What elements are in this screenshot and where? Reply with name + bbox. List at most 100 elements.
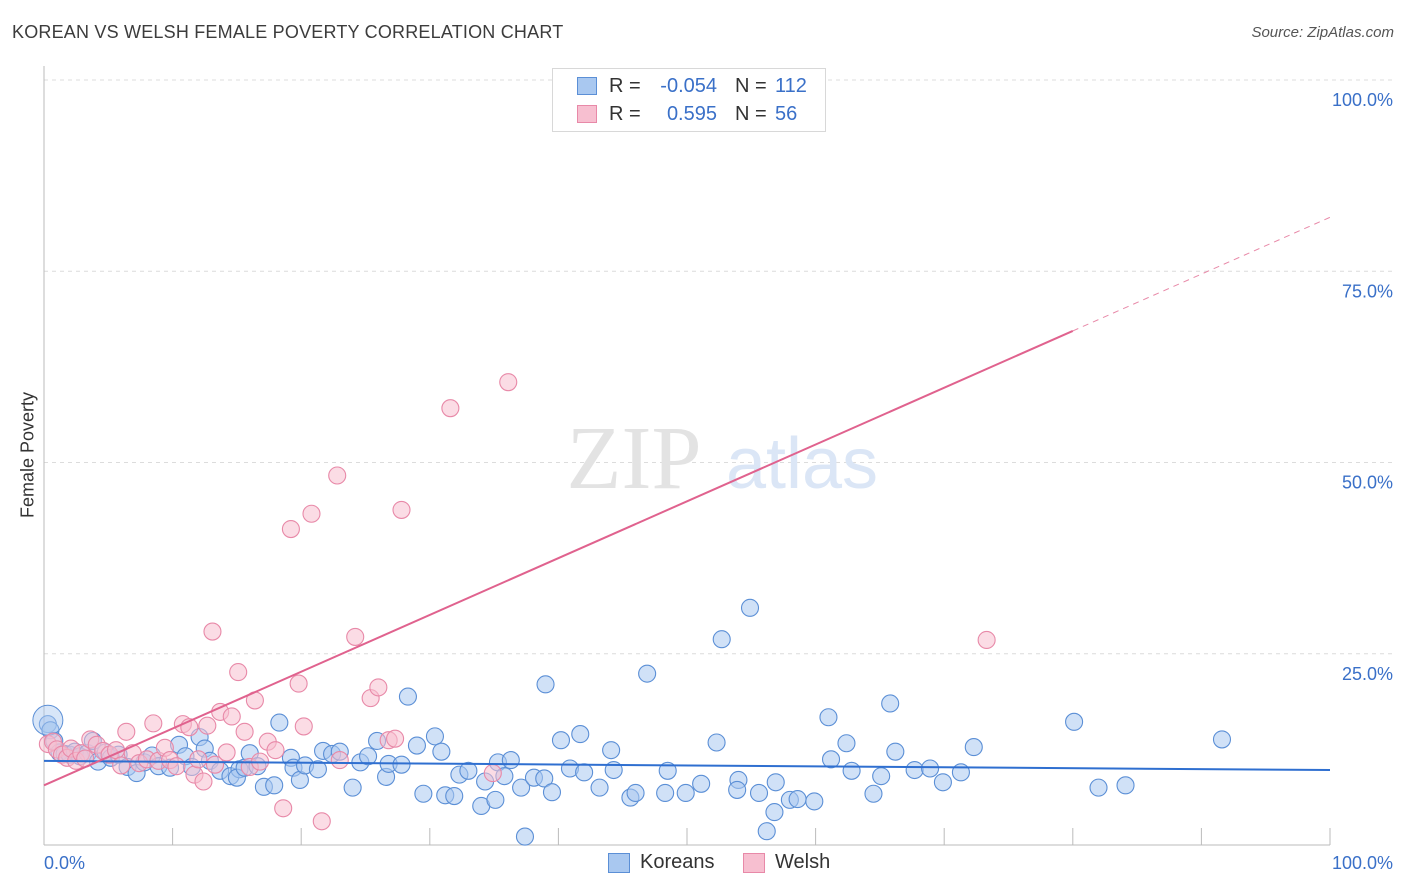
data-point bbox=[676, 783, 695, 803]
data-point bbox=[359, 747, 378, 766]
data-point bbox=[658, 761, 677, 780]
y-tick-label: 75.0% bbox=[1342, 281, 1393, 301]
data-point bbox=[308, 760, 327, 779]
watermark-atlas: atlas bbox=[726, 424, 878, 504]
trend-lines bbox=[43, 216, 1331, 787]
data-point bbox=[189, 750, 208, 769]
legend-item-welsh[interactable]: Welsh bbox=[743, 851, 830, 874]
data-point bbox=[821, 750, 841, 769]
legend-n-label: N = bbox=[735, 102, 767, 125]
data-point bbox=[167, 757, 186, 776]
data-point bbox=[921, 759, 940, 778]
data-point bbox=[117, 722, 136, 741]
x-tick-label: 100.0% bbox=[1332, 853, 1393, 873]
data-point bbox=[392, 500, 411, 519]
grid-lines bbox=[44, 79, 1394, 655]
data-point bbox=[294, 717, 313, 736]
trend-line-welsh-extension bbox=[1072, 216, 1331, 332]
watermark-zip: ZIP bbox=[567, 409, 702, 508]
data-point bbox=[590, 778, 609, 797]
data-point bbox=[1116, 776, 1135, 795]
data-point bbox=[407, 736, 426, 755]
data-point bbox=[32, 704, 64, 736]
x-tick-label: 0.0% bbox=[44, 853, 85, 873]
data-point bbox=[864, 784, 883, 803]
series-koreans bbox=[32, 598, 1232, 846]
y-tick-label: 25.0% bbox=[1342, 664, 1393, 684]
data-point bbox=[343, 778, 362, 797]
data-point bbox=[369, 678, 388, 697]
data-point bbox=[535, 769, 554, 788]
legend-row-welsh: R = 0.595 N = 56 bbox=[577, 101, 797, 127]
data-point bbox=[837, 734, 856, 753]
data-point bbox=[205, 755, 225, 774]
data-point bbox=[144, 714, 163, 733]
data-point bbox=[575, 763, 594, 782]
tick-labels: 100.0% 75.0% 50.0% 25.0% 0.0% 100.0% bbox=[44, 90, 1393, 873]
data-point bbox=[194, 772, 213, 791]
legend-swatch-welsh bbox=[577, 105, 597, 123]
data-point bbox=[656, 783, 675, 803]
data-point bbox=[346, 627, 365, 646]
data-point bbox=[459, 761, 478, 780]
data-point bbox=[765, 803, 784, 822]
data-point bbox=[749, 783, 769, 803]
data-point bbox=[707, 733, 726, 752]
data-point bbox=[542, 783, 562, 802]
data-point bbox=[222, 707, 241, 726]
legend-label-koreans: Koreans bbox=[640, 851, 715, 873]
data-point bbox=[265, 776, 284, 795]
data-point bbox=[515, 827, 535, 846]
data-point bbox=[289, 674, 308, 693]
legend-swatch-koreans bbox=[577, 77, 597, 95]
data-point bbox=[1212, 730, 1232, 749]
data-point bbox=[905, 760, 924, 780]
data-point bbox=[1065, 712, 1084, 731]
data-point bbox=[819, 708, 838, 727]
series-legend: Koreans Welsh bbox=[0, 851, 1406, 879]
data-point bbox=[536, 675, 555, 694]
data-point bbox=[551, 731, 571, 750]
y-tick-label: 100.0% bbox=[1332, 90, 1393, 110]
data-point bbox=[414, 784, 433, 803]
data-point bbox=[757, 822, 776, 841]
data-point bbox=[270, 713, 289, 732]
data-point bbox=[1089, 778, 1108, 797]
data-point bbox=[486, 790, 505, 809]
data-point bbox=[229, 663, 248, 682]
data-point bbox=[766, 773, 785, 792]
data-point bbox=[805, 792, 824, 811]
chart-title: KOREAN VS WELSH FEMALE POVERTY CORRELATI… bbox=[12, 22, 564, 42]
data-point bbox=[728, 780, 747, 799]
legend-r-value: 0.595 bbox=[666, 102, 717, 125]
data-point bbox=[432, 742, 451, 761]
data-point bbox=[386, 729, 405, 748]
chart-source: Source: ZipAtlas.com bbox=[1251, 24, 1394, 41]
data-point bbox=[441, 399, 460, 418]
legend-n-label: N = bbox=[735, 74, 767, 97]
data-point bbox=[330, 751, 349, 770]
data-point bbox=[933, 773, 952, 792]
data-point bbox=[740, 598, 760, 617]
legend-swatch-koreans bbox=[608, 852, 630, 873]
data-point bbox=[198, 716, 217, 735]
data-point bbox=[886, 742, 905, 761]
data-point bbox=[501, 751, 520, 770]
legend-row-koreans: R = -0.054 N = 112 bbox=[577, 73, 807, 99]
data-point bbox=[638, 664, 657, 683]
legend-item-koreans[interactable]: Koreans bbox=[608, 851, 715, 874]
legend-swatch-welsh bbox=[743, 852, 765, 873]
data-point bbox=[692, 774, 711, 793]
data-point bbox=[788, 790, 807, 809]
data-point bbox=[281, 520, 300, 539]
data-point bbox=[512, 778, 531, 797]
legend-label-welsh: Welsh bbox=[775, 851, 831, 873]
data-point bbox=[964, 738, 983, 757]
data-point bbox=[217, 743, 236, 762]
data-point bbox=[977, 630, 996, 650]
data-point bbox=[266, 741, 285, 760]
data-point bbox=[626, 783, 645, 803]
correlation-legend: R = -0.054 N = 112 R = 0.595 N = 56 bbox=[552, 68, 826, 132]
data-point bbox=[483, 764, 502, 783]
